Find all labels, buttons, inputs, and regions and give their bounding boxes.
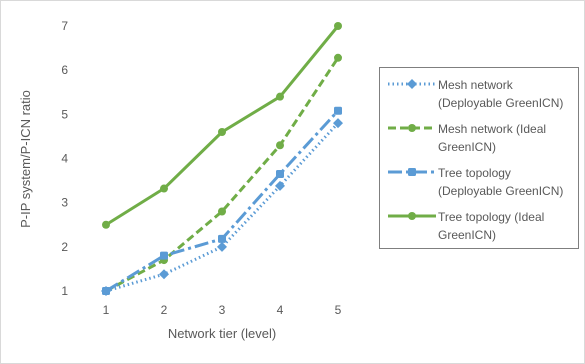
legend-marker (407, 79, 417, 89)
data-point-mesh-deployable (101, 286, 111, 296)
legend-marker (408, 212, 416, 220)
series-mesh-ideal (102, 53, 342, 295)
x-axis-title: Network tier (level) (168, 326, 276, 341)
y-tick-label: 7 (61, 19, 68, 33)
data-point-tree-ideal (160, 184, 168, 193)
series-line-mesh-deployable (105, 122, 340, 293)
data-point-tree-deployable (218, 234, 226, 243)
series-tree-ideal (102, 22, 342, 229)
legend-swatch-mesh-deployable (388, 79, 436, 89)
data-point-tree-ideal (276, 92, 284, 101)
y-tick-label: 1 (61, 284, 68, 298)
legend-swatch-tree-deployable (388, 168, 436, 176)
data-point-mesh-deployable (333, 118, 343, 129)
legend-item-tree-ideal: Tree topology (Ideal GreenICN) (380, 206, 580, 246)
y-tick-label: 2 (61, 240, 68, 254)
y-tick-label: 6 (61, 63, 68, 77)
data-point-tree-deployable (160, 251, 168, 260)
legend-item-mesh-ideal: Mesh network (Ideal GreenICN) (380, 118, 580, 158)
legend-label-tree-deployable: Tree topology (Deployable GreenICN) (438, 166, 564, 198)
data-point-mesh-ideal (218, 207, 226, 216)
data-point-mesh-deployable (217, 241, 227, 252)
data-point-tree-deployable (334, 106, 342, 115)
legend-marker (408, 124, 416, 132)
x-tick-label: 5 (335, 303, 342, 317)
series-line-tree-ideal (105, 25, 340, 227)
legend-label-mesh-deployable: Mesh network (Deployable GreenICN) (438, 78, 564, 110)
y-tick-label: 5 (61, 107, 68, 121)
legend-label-mesh-ideal: Mesh network (Ideal GreenICN) (438, 122, 547, 154)
series-line-mesh-ideal (105, 56, 340, 293)
legend-marker (408, 168, 416, 176)
legend-swatch-mesh-ideal (388, 124, 436, 132)
data-point-tree-ideal (334, 22, 342, 30)
legend: Mesh network (Deployable GreenICN) Mesh … (379, 67, 579, 249)
series-tree-deployable (102, 106, 342, 295)
data-point-tree-ideal (102, 220, 110, 229)
data-point-mesh-deployable (275, 180, 285, 191)
legend-item-tree-deployable: Tree topology (Deployable GreenICN) (380, 162, 580, 202)
legend-item-mesh-deployable: Mesh network (Deployable GreenICN) (380, 74, 580, 114)
x-tick-label: 4 (277, 303, 284, 317)
y-tick-label: 3 (61, 196, 68, 210)
x-tick-label: 1 (103, 303, 110, 317)
data-point-mesh-ideal (334, 53, 342, 62)
x-tick-label: 3 (219, 303, 226, 317)
legend-swatch-tree-ideal (388, 212, 436, 220)
data-point-mesh-deployable (159, 269, 169, 280)
y-tick-label: 4 (61, 152, 68, 166)
data-point-tree-ideal (218, 128, 226, 136)
series-line-tree-deployable (105, 109, 340, 293)
data-point-mesh-ideal (276, 141, 284, 150)
x-tick-label: 2 (161, 303, 168, 317)
legend-label-tree-ideal: Tree topology (Ideal GreenICN) (438, 210, 545, 242)
y-axis-title: P-IP system/P-ICN ratio (18, 90, 33, 228)
series-mesh-deployable (101, 118, 343, 296)
data-point-tree-deployable (276, 169, 284, 178)
